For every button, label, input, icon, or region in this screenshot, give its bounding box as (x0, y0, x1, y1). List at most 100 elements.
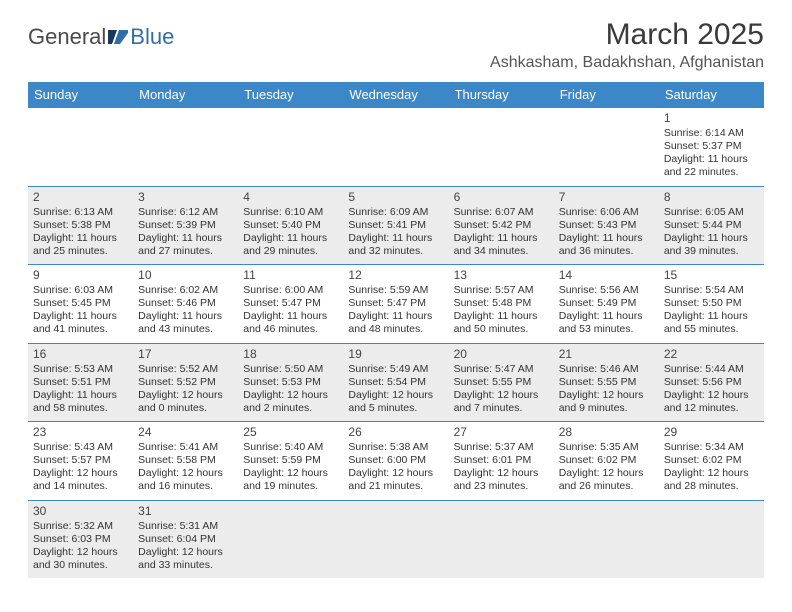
calendar-week: 23Sunrise: 5:43 AMSunset: 5:57 PMDayligh… (28, 422, 764, 501)
calendar-cell (343, 500, 448, 578)
calendar-cell: 30Sunrise: 5:32 AMSunset: 6:03 PMDayligh… (28, 500, 133, 578)
day-number: 24 (138, 425, 233, 440)
day-number: 22 (664, 347, 759, 362)
daylight-line: Daylight: 11 hours (243, 310, 338, 323)
sunrise-line: Sunrise: 6:12 AM (138, 206, 233, 219)
calendar-cell: 1Sunrise: 6:14 AMSunset: 5:37 PMDaylight… (659, 108, 764, 187)
daylight-line: and 30 minutes. (33, 559, 128, 572)
calendar-cell: 29Sunrise: 5:34 AMSunset: 6:02 PMDayligh… (659, 422, 764, 501)
sunset-line: Sunset: 6:04 PM (138, 533, 233, 546)
day-number: 17 (138, 347, 233, 362)
daylight-line: and 55 minutes. (664, 323, 759, 336)
day-number: 5 (348, 190, 443, 205)
calendar-cell: 14Sunrise: 5:56 AMSunset: 5:49 PMDayligh… (554, 265, 659, 344)
sunrise-line: Sunrise: 5:38 AM (348, 441, 443, 454)
sunset-line: Sunset: 5:51 PM (33, 376, 128, 389)
logo-text-2: Blue (130, 24, 174, 50)
sunrise-line: Sunrise: 6:10 AM (243, 206, 338, 219)
daylight-line: Daylight: 12 hours (559, 467, 654, 480)
calendar-cell: 22Sunrise: 5:44 AMSunset: 5:56 PMDayligh… (659, 343, 764, 422)
sunset-line: Sunset: 5:49 PM (559, 297, 654, 310)
sunset-line: Sunset: 5:55 PM (454, 376, 549, 389)
sunrise-line: Sunrise: 5:53 AM (33, 363, 128, 376)
page-title: March 2025 (490, 18, 764, 52)
daylight-line: and 50 minutes. (454, 323, 549, 336)
daylight-line: Daylight: 12 hours (138, 546, 233, 559)
calendar-cell: 8Sunrise: 6:05 AMSunset: 5:44 PMDaylight… (659, 186, 764, 265)
daylight-line: and 28 minutes. (664, 480, 759, 493)
calendar-cell: 7Sunrise: 6:06 AMSunset: 5:43 PMDaylight… (554, 186, 659, 265)
sunrise-line: Sunrise: 6:13 AM (33, 206, 128, 219)
calendar-week: 16Sunrise: 5:53 AMSunset: 5:51 PM Dayligh… (28, 343, 764, 422)
daylight-line: and 22 minutes. (664, 166, 759, 179)
daylight-line: Daylight: 11 hours (33, 232, 128, 245)
sunset-line: Sunset: 5:38 PM (33, 219, 128, 232)
day-number: 21 (559, 347, 654, 362)
daylight-line: Daylight: 11 hours (348, 232, 443, 245)
daylight-line: and 2 minutes. (243, 402, 338, 415)
daylight-line: Daylight: 12 hours (33, 546, 128, 559)
sunrise-line: Sunrise: 5:35 AM (559, 441, 654, 454)
sunset-line: Sunset: 6:02 PM (559, 454, 654, 467)
calendar-cell: 18Sunrise: 5:50 AMSunset: 5:53 PMDayligh… (238, 343, 343, 422)
day-header: Saturday (659, 82, 764, 108)
day-header: Monday (133, 82, 238, 108)
title-block: March 2025 Ashkasham, Badakhshan, Afghan… (490, 18, 764, 72)
day-number: 16 (33, 347, 128, 362)
day-number: 3 (138, 190, 233, 205)
sunset-line: Sunset: 6:03 PM (33, 533, 128, 546)
daylight-line: Daylight: 12 hours (33, 467, 128, 480)
sunrise-line: Sunrise: 5:56 AM (559, 284, 654, 297)
sunset-line: Sunset: 5:40 PM (243, 219, 338, 232)
daylight-line: and 53 minutes. (559, 323, 654, 336)
daylight-line: and 36 minutes. (559, 245, 654, 258)
sunrise-line: Sunrise: 5:59 AM (348, 284, 443, 297)
calendar-cell (28, 108, 133, 187)
daylight-line: Daylight: 12 hours (243, 389, 338, 402)
daylight-line: Daylight: 12 hours (348, 467, 443, 480)
sunrise-line: Sunrise: 6:14 AM (664, 127, 759, 140)
day-header: Friday (554, 82, 659, 108)
daylight-line: Daylight: 11 hours (348, 310, 443, 323)
calendar-week: 2Sunrise: 6:13 AMSunset: 5:38 PMDaylight… (28, 186, 764, 265)
daylight-line: and 34 minutes. (454, 245, 549, 258)
logo: General Blue (28, 24, 174, 50)
day-number: 12 (348, 268, 443, 283)
sunrise-line: Sunrise: 5:50 AM (243, 363, 338, 376)
flag-icon (108, 30, 128, 44)
calendar-cell: 6Sunrise: 6:07 AMSunset: 5:42 PMDaylight… (449, 186, 554, 265)
day-number: 25 (243, 425, 338, 440)
day-number: 1 (664, 111, 759, 126)
calendar-body: 1Sunrise: 6:14 AMSunset: 5:37 PMDaylight… (28, 108, 764, 579)
sunrise-line: Sunrise: 5:34 AM (664, 441, 759, 454)
location-subtitle: Ashkasham, Badakhshan, Afghanistan (490, 54, 764, 72)
daylight-line: and 16 minutes. (138, 480, 233, 493)
calendar-cell: 13Sunrise: 5:57 AMSunset: 5:48 PMDayligh… (449, 265, 554, 344)
sunset-line: Sunset: 5:52 PM (138, 376, 233, 389)
calendar-cell: 21Sunrise: 5:46 AMSunset: 5:55 PMDayligh… (554, 343, 659, 422)
day-header: Sunday (28, 82, 133, 108)
day-number: 7 (559, 190, 654, 205)
daylight-line: Daylight: 11 hours (559, 232, 654, 245)
sunset-line: Sunset: 6:00 PM (348, 454, 443, 467)
daylight-line: Daylight: 11 hours (664, 232, 759, 245)
sunset-line: Sunset: 6:02 PM (664, 454, 759, 467)
daylight-line: Daylight: 12 hours (138, 389, 233, 402)
sunset-line: Sunset: 5:54 PM (348, 376, 443, 389)
calendar-cell: 23Sunrise: 5:43 AMSunset: 5:57 PMDayligh… (28, 422, 133, 501)
calendar-week: 9Sunrise: 6:03 AMSunset: 5:45 PMDaylight… (28, 265, 764, 344)
daylight-line: Daylight: 12 hours (348, 389, 443, 402)
sunset-line: Sunset: 5:58 PM (138, 454, 233, 467)
daylight-line: Daylight: 11 hours (664, 153, 759, 166)
calendar-cell (343, 108, 448, 187)
calendar-cell: 25Sunrise: 5:40 AMSunset: 5:59 PMDayligh… (238, 422, 343, 501)
calendar-week: 1Sunrise: 6:14 AMSunset: 5:37 PMDaylight… (28, 108, 764, 187)
calendar-cell: 27Sunrise: 5:37 AMSunset: 6:01 PMDayligh… (449, 422, 554, 501)
daylight-line: Daylight: 11 hours (243, 232, 338, 245)
day-number: 23 (33, 425, 128, 440)
calendar-cell: 4Sunrise: 6:10 AMSunset: 5:40 PMDaylight… (238, 186, 343, 265)
daylight-line: Daylight: 12 hours (243, 467, 338, 480)
calendar-cell: 3Sunrise: 6:12 AMSunset: 5:39 PMDaylight… (133, 186, 238, 265)
calendar-cell: 2Sunrise: 6:13 AMSunset: 5:38 PMDaylight… (28, 186, 133, 265)
daylight-line: Daylight: 12 hours (664, 467, 759, 480)
